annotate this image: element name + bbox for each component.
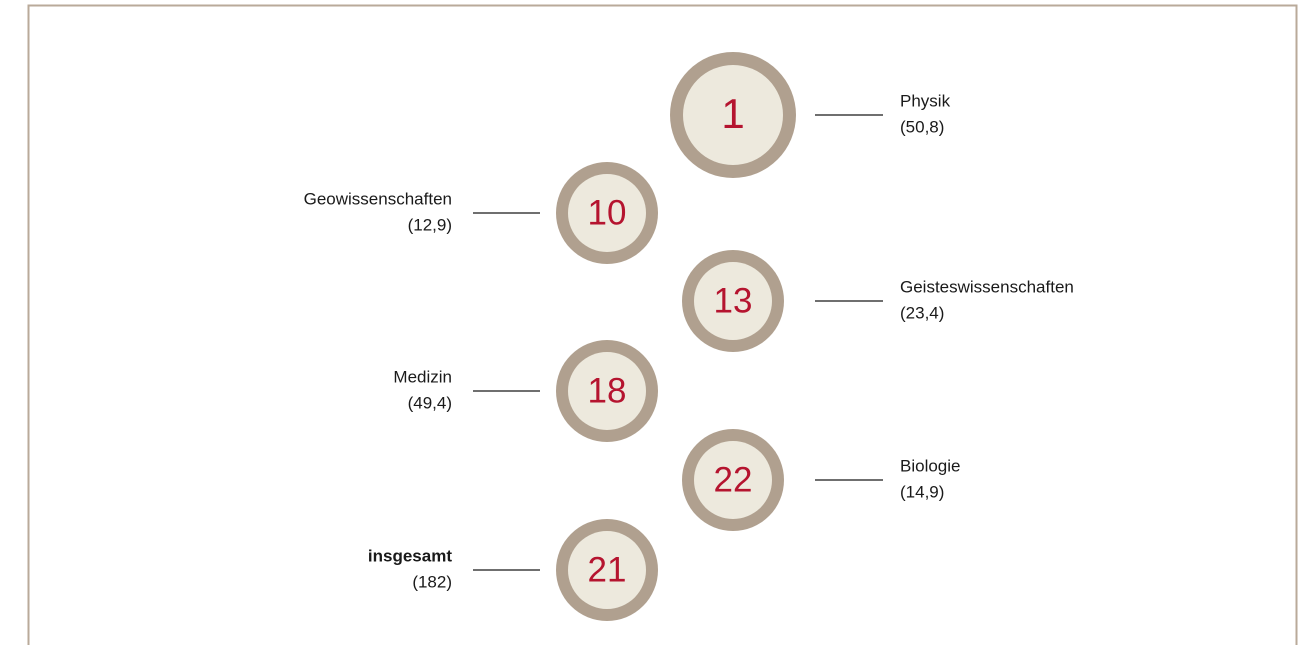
rank-number: 21 <box>588 550 627 589</box>
field-name: Geowissenschaften <box>304 189 452 208</box>
rank-number: 10 <box>588 193 627 232</box>
field-value: (23,4) <box>900 303 944 322</box>
field-name: Medizin <box>393 367 452 386</box>
field-value: (12,9) <box>408 215 452 234</box>
field-name: insgesamt <box>368 546 452 565</box>
rank-disc <box>568 531 646 609</box>
rank-disc <box>568 352 646 430</box>
frame <box>27 4 1298 645</box>
rank-number: 13 <box>714 281 753 320</box>
rank-disc <box>694 262 772 340</box>
rank-number: 22 <box>714 460 753 499</box>
field-value: (14,9) <box>900 482 944 501</box>
field-value: (50,8) <box>900 117 944 136</box>
field-name: Biologie <box>900 456 961 475</box>
rank-disc <box>683 65 783 165</box>
rank-number: 18 <box>588 371 627 410</box>
rank-disc <box>694 441 772 519</box>
rank-disc <box>568 174 646 252</box>
field-name: Physik <box>900 91 951 110</box>
field-value: (182) <box>412 572 452 591</box>
field-value: (49,4) <box>408 393 452 412</box>
rank-number: 1 <box>721 90 744 137</box>
field-name: Geisteswissenschaften <box>900 277 1074 296</box>
